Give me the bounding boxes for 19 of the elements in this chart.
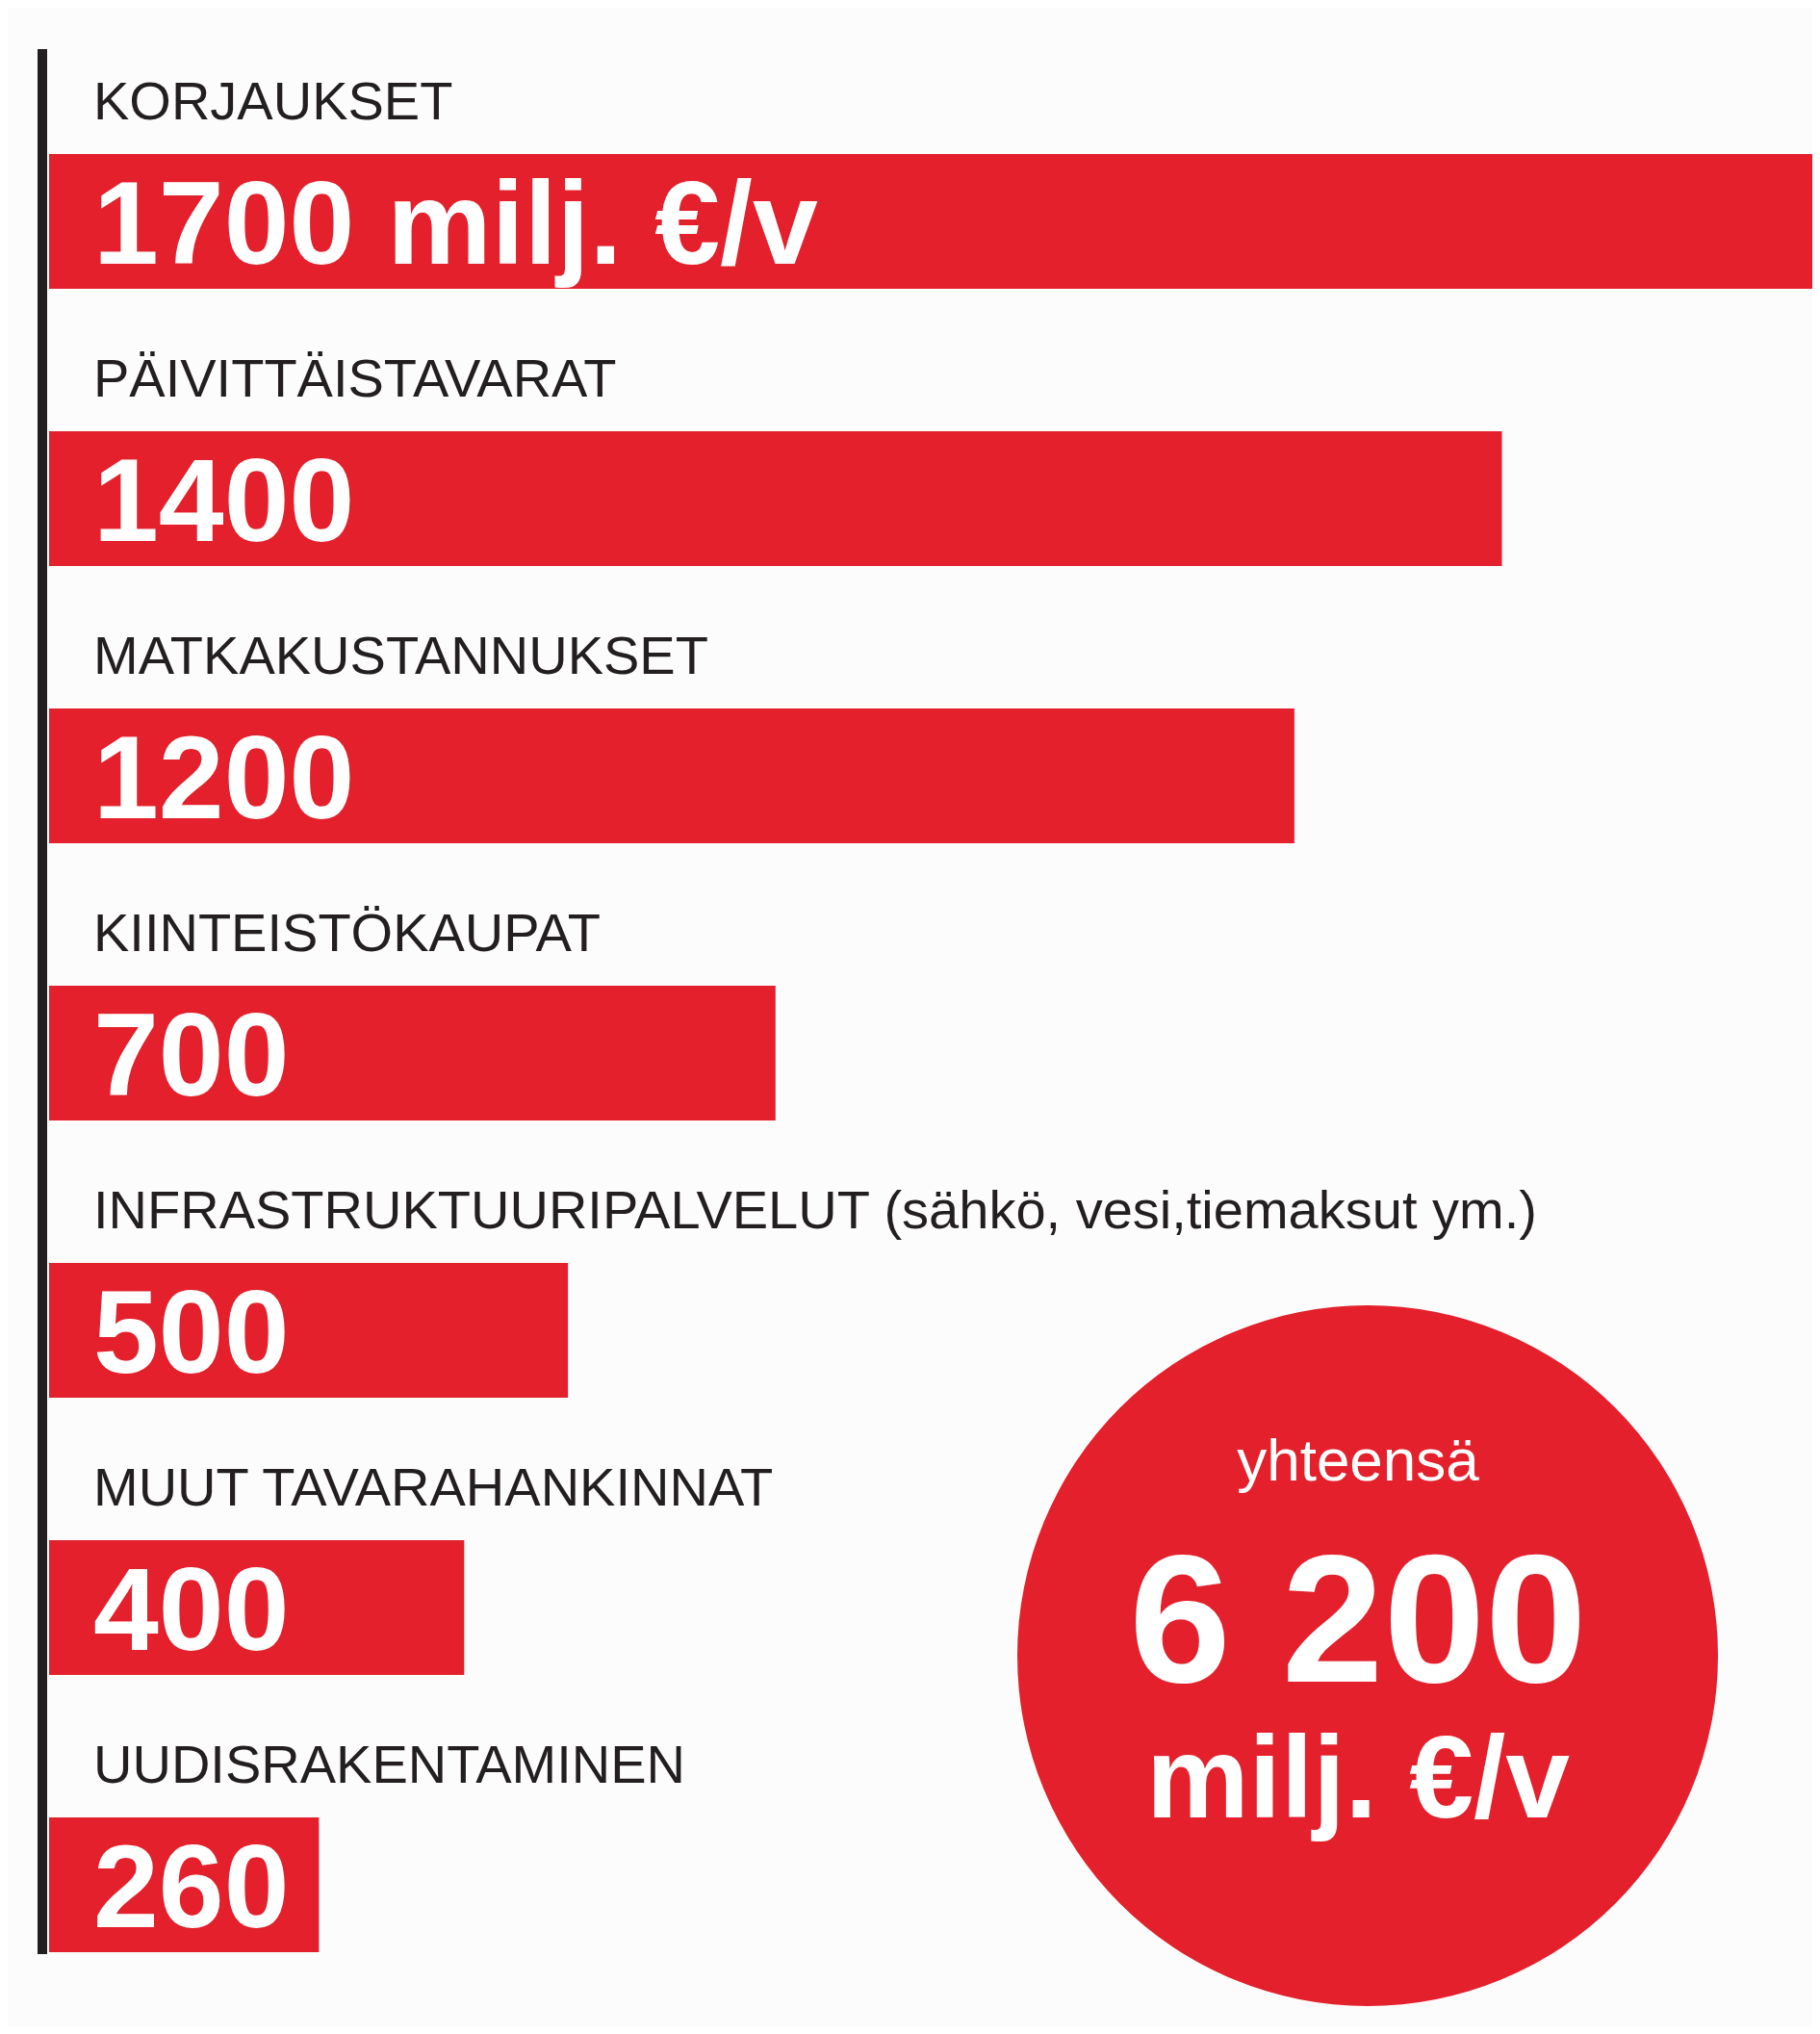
- y-tick-label: KORJAUKSET: [93, 70, 453, 131]
- y-tick-label: UUDISRAKENTAMINEN: [93, 1734, 686, 1794]
- y-tick-label: PÄIVITTÄISTAVARAT: [93, 348, 617, 408]
- data-label: 1200: [93, 712, 355, 843]
- y-tick-label: KIINTEISTÖKAUPAT: [93, 902, 601, 963]
- bar: [49, 708, 1295, 843]
- y-tick-label: INFRASTRUKTUURIPALVELUT (sähkö, vesi,tiemaksut ym.): [93, 1179, 1537, 1240]
- data-label: 400: [93, 1544, 290, 1675]
- bar: [49, 431, 1502, 566]
- data-label: 700: [93, 990, 290, 1120]
- bar: [49, 986, 776, 1120]
- data-label: 1400: [93, 435, 355, 566]
- annotation: yhteensä: [1237, 1427, 1480, 1493]
- data-label: 500: [93, 1267, 290, 1398]
- y-tick-label: MATKAKUSTANNUKSET: [93, 625, 708, 685]
- bar: [49, 154, 1812, 289]
- data-label: 260: [93, 1821, 290, 1952]
- data-label: 1700 milj. €/v: [93, 158, 818, 289]
- y-tick-label: MUUT TAVARAHANKINNAT: [93, 1456, 774, 1517]
